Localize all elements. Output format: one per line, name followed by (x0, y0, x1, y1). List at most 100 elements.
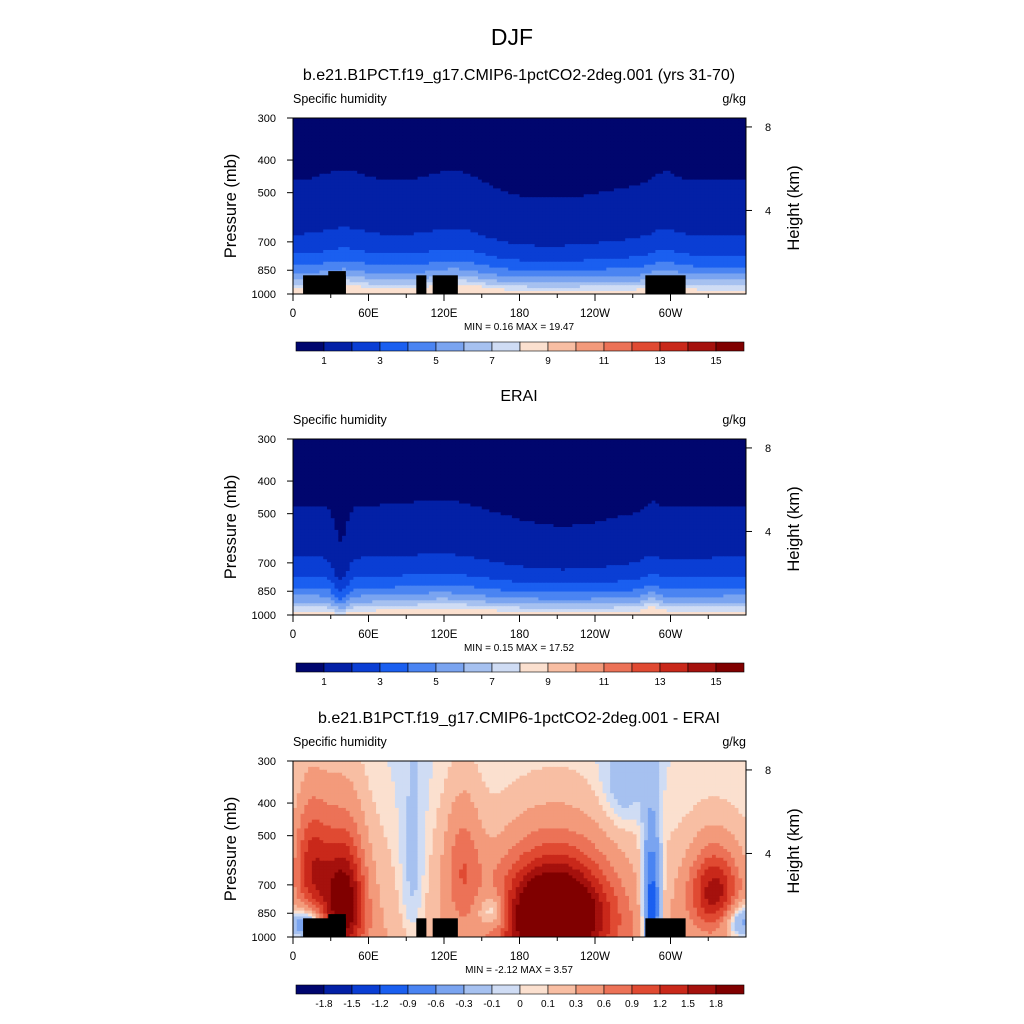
contour-cell (406, 123, 411, 128)
contour-cell (511, 132, 517, 137)
contour-cell (474, 214, 479, 219)
contour-cell (708, 164, 713, 169)
contour-cell (527, 176, 532, 181)
contour-cell (598, 126, 604, 131)
contour-cell (413, 208, 419, 213)
contour-cell (387, 208, 392, 213)
contour-cell (428, 164, 434, 169)
contour-cell (689, 220, 694, 225)
contour-cell (481, 156, 487, 160)
contour-cell (357, 238, 362, 242)
contour-cell (383, 135, 388, 140)
contour-cell (610, 200, 615, 204)
contour-cell (345, 129, 351, 134)
contour-cell (674, 141, 679, 145)
contour-cell (462, 138, 468, 143)
contour-cell (462, 220, 468, 225)
contour-cell (545, 132, 551, 137)
contour-cell (447, 176, 453, 181)
contour-cell (402, 162, 407, 166)
contour-cell (440, 159, 445, 163)
contour-cell (376, 232, 381, 236)
contour-cell (727, 170, 732, 175)
contour-cell (417, 135, 422, 140)
contour-cell (591, 162, 596, 166)
contour-cell (523, 144, 528, 148)
contour-cell (662, 159, 668, 163)
contour-cell (421, 147, 426, 151)
contour-cell (364, 206, 370, 210)
contour-cell (523, 176, 528, 181)
contour-cell (383, 226, 388, 231)
contour-cell (387, 150, 392, 154)
contour-cell (308, 176, 313, 181)
contour-cell (564, 156, 570, 160)
contour-cell (636, 191, 641, 195)
contour-cell (666, 223, 672, 228)
contour-cell (538, 147, 543, 151)
contour-cell (530, 179, 536, 184)
contour-cell (715, 217, 721, 222)
contour-cell (496, 164, 502, 169)
contour-cell (444, 208, 449, 213)
contour-cell (636, 120, 641, 125)
contour-cell (636, 176, 641, 181)
contour-cell (477, 126, 483, 131)
contour-cell (681, 120, 687, 125)
contour-cell (436, 176, 441, 181)
contour-cell (549, 238, 555, 242)
contour-cell (738, 203, 743, 207)
contour-cell (545, 126, 551, 131)
contour-cell (534, 179, 539, 184)
contour-cell (625, 153, 630, 157)
contour-cell (444, 138, 449, 143)
contour-cell (595, 135, 600, 140)
contour-cell (474, 176, 479, 181)
contour-cell (304, 118, 309, 122)
contour-cell (519, 226, 524, 231)
contour-cell (742, 229, 746, 233)
contour-cell (715, 170, 721, 175)
contour-cell (440, 226, 445, 231)
contour-cell (527, 220, 532, 225)
contour-cell (557, 220, 562, 225)
contour-cell (511, 229, 517, 233)
contour-cell (421, 126, 426, 131)
contour-cell (459, 185, 464, 189)
contour-cell (591, 220, 596, 225)
contour-cell (595, 182, 600, 187)
contour-cell (545, 217, 551, 222)
contour-cell (576, 141, 581, 145)
contour-cell (632, 185, 638, 189)
contour-cell (564, 150, 570, 154)
contour-cell (647, 235, 653, 239)
contour-cell (338, 118, 343, 122)
contour-cell (693, 120, 698, 125)
contour-cell (470, 120, 475, 125)
contour-cell (696, 159, 702, 163)
contour-cell (349, 200, 355, 204)
contour-cell (387, 176, 392, 181)
contour-cell (323, 223, 328, 228)
contour-cell (323, 229, 328, 233)
contour-cell (708, 194, 713, 198)
contour-cell (659, 197, 664, 201)
contour-cell (723, 159, 728, 163)
contour-cell (413, 159, 419, 163)
contour-cell (360, 211, 366, 216)
contour-cell (368, 182, 373, 187)
contour-cell (534, 185, 539, 189)
contour-cell (345, 208, 351, 213)
contour-cell (734, 220, 740, 225)
contour-cell (572, 182, 577, 187)
contour-cell (534, 153, 539, 157)
contour-cell (406, 182, 411, 187)
contour-cell (342, 211, 347, 216)
contour-cell (451, 123, 456, 128)
contour-cell (293, 126, 298, 131)
contour-cell (549, 188, 555, 192)
contour-cell (689, 203, 694, 207)
contour-cell (364, 164, 370, 169)
contour-cell (428, 167, 434, 172)
contour-cell (462, 185, 468, 189)
